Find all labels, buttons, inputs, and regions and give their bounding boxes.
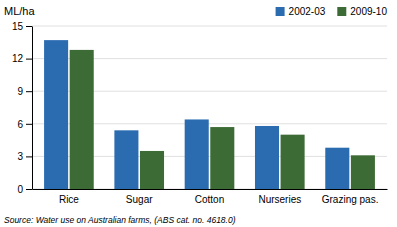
- source-note: Source: Water use on Australian farms, (…: [4, 215, 236, 225]
- chart: 0 3 6 9 12 15 Rice Sugar Cotton Nurseries Grazing …: [0, 0, 397, 227]
- plot: 0 3 6 9 12 15 Rice Sugar Cotton Nurseries Grazing …: [12, 21, 388, 205]
- bar: [44, 40, 68, 189]
- y-tick-label: 9: [17, 86, 23, 97]
- y-tick: 3: [17, 151, 32, 162]
- grid-line: [32, 26, 387, 27]
- y-tick: 6: [17, 119, 32, 130]
- y-tick-label: 6: [17, 119, 23, 130]
- y-tick-mark: [26, 124, 32, 125]
- grid: [32, 26, 387, 189]
- bar: [325, 148, 349, 189]
- y-axis-title: ML/ha: [4, 5, 35, 17]
- legend-label: 2009-10: [350, 6, 387, 17]
- y-tick: 15: [12, 21, 32, 32]
- x-axis: Rice Sugar Cotton Nurseries Grazing pas.: [33, 189, 388, 205]
- y-tick-label: 3: [17, 151, 23, 162]
- bars: [44, 40, 375, 189]
- legend-swatch: [276, 7, 285, 16]
- bar-series: [70, 50, 375, 189]
- x-tick-label: Grazing pas.: [322, 194, 379, 205]
- y-tick-mark: [26, 156, 32, 157]
- y-axis-line: [32, 27, 33, 190]
- y-axis: 0 3 6 9 12 15: [12, 21, 33, 195]
- x-tick: Nurseries: [258, 189, 301, 205]
- x-tick-label: Cotton: [195, 194, 224, 205]
- y-tick-mark: [26, 26, 32, 27]
- legend-swatch: [337, 7, 346, 16]
- legend-item: 2009-10: [337, 6, 387, 17]
- x-axis-line: [33, 189, 388, 190]
- bar: [210, 127, 234, 189]
- bar: [114, 130, 138, 189]
- legend-label: 2002-03: [289, 6, 326, 17]
- x-tick-label: Nurseries: [258, 194, 301, 205]
- bar: [70, 50, 94, 189]
- bar: [185, 119, 209, 189]
- bar: [255, 126, 279, 189]
- x-tick: Cotton: [195, 189, 224, 205]
- y-tick-mark: [26, 59, 32, 60]
- x-tick: Sugar: [126, 189, 153, 205]
- y-tick: 0: [17, 184, 32, 195]
- y-tick-mark: [26, 91, 32, 92]
- y-tick-label: 12: [12, 53, 24, 64]
- x-tick-label: Rice: [59, 194, 79, 205]
- y-tick-mark: [26, 189, 32, 190]
- y-tick-label: 15: [12, 21, 24, 32]
- y-tick: 12: [12, 53, 32, 64]
- y-tick-label: 0: [17, 184, 23, 195]
- bar: [140, 151, 164, 189]
- bar: [351, 155, 375, 189]
- bar-series: [44, 40, 349, 189]
- x-tick: Grazing pas.: [322, 189, 379, 205]
- legend: 2002-03 2009-10: [276, 6, 388, 17]
- x-tick-label: Sugar: [126, 194, 153, 205]
- legend-item: 2002-03: [276, 6, 326, 17]
- bar: [281, 135, 305, 189]
- y-tick: 9: [17, 86, 32, 97]
- x-tick: Rice: [59, 189, 79, 205]
